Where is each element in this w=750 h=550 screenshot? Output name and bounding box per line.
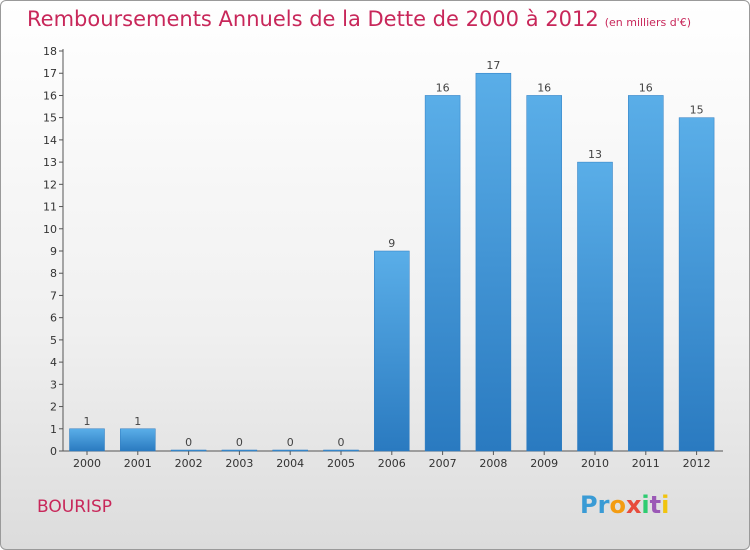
y-tick-label: 12 bbox=[43, 178, 57, 191]
proxiti-logo[interactable]: Proxiti bbox=[580, 491, 669, 519]
bar-value-label: 16 bbox=[537, 81, 551, 94]
y-tick-label: 9 bbox=[50, 245, 57, 258]
bar bbox=[526, 95, 562, 452]
x-tick-label: 2007 bbox=[429, 457, 457, 470]
logo-letter: x bbox=[625, 491, 642, 519]
bar bbox=[221, 449, 258, 452]
y-tick-label: 18 bbox=[43, 45, 57, 58]
bar bbox=[272, 449, 308, 452]
x-tick-label: 2006 bbox=[378, 457, 406, 470]
logo-letter: o bbox=[609, 491, 626, 519]
x-tick-label: 2008 bbox=[479, 457, 507, 470]
y-tick-label: 13 bbox=[43, 156, 57, 169]
bar bbox=[170, 449, 207, 452]
bar-value-label: 0 bbox=[287, 436, 294, 449]
y-tick-label: 10 bbox=[43, 223, 57, 236]
x-tick-label: 2005 bbox=[327, 457, 355, 470]
city-name: BOURISP bbox=[37, 497, 113, 517]
y-tick-label: 4 bbox=[50, 356, 57, 369]
bar bbox=[323, 449, 359, 452]
x-tick-label: 2001 bbox=[124, 457, 152, 470]
x-tick-label: 2011 bbox=[632, 457, 660, 470]
bar bbox=[577, 161, 613, 452]
bar bbox=[69, 428, 105, 452]
y-tick-label: 2 bbox=[50, 401, 57, 414]
bar-value-label: 13 bbox=[588, 148, 602, 161]
x-tick-label: 2004 bbox=[276, 457, 304, 470]
unit-label: (en milliers d'€) bbox=[604, 16, 691, 29]
bar bbox=[424, 95, 461, 452]
x-tick-label: 2009 bbox=[530, 457, 558, 470]
bar-value-label: 1 bbox=[134, 415, 141, 428]
x-tick-label: 2010 bbox=[581, 457, 609, 470]
x-tick-label: 2012 bbox=[683, 457, 711, 470]
bar-value-label: 0 bbox=[185, 436, 192, 449]
logo-letter: i bbox=[661, 491, 670, 519]
chart-title: Remboursements Annuels de la Dette de 20… bbox=[27, 7, 691, 31]
logo-letter: t bbox=[649, 491, 662, 519]
title-text: Remboursements Annuels de la Dette de 20… bbox=[27, 7, 599, 31]
y-tick-label: 6 bbox=[50, 312, 57, 325]
x-tick-label: 2002 bbox=[175, 457, 203, 470]
y-tick-label: 17 bbox=[43, 67, 57, 80]
x-tick-label: 2000 bbox=[73, 457, 101, 470]
y-tick-label: 16 bbox=[43, 89, 57, 102]
bar bbox=[628, 95, 664, 452]
y-tick-label: 15 bbox=[43, 112, 57, 125]
x-tick-label: 2003 bbox=[225, 457, 253, 470]
bar-value-label: 17 bbox=[486, 59, 500, 72]
y-tick-label: 1 bbox=[50, 423, 57, 436]
y-tick-label: 11 bbox=[43, 201, 57, 214]
bar bbox=[374, 250, 410, 452]
y-tick-label: 3 bbox=[50, 378, 57, 391]
bar bbox=[475, 72, 512, 452]
bar-value-label: 16 bbox=[436, 81, 450, 94]
logo-letter: P bbox=[580, 491, 598, 519]
logo-letter: r bbox=[597, 491, 610, 519]
bar-value-label: 15 bbox=[690, 104, 704, 117]
y-tick-label: 5 bbox=[50, 334, 57, 347]
bar-value-label: 0 bbox=[338, 436, 345, 449]
bar-value-label: 0 bbox=[236, 436, 243, 449]
y-tick-label: 7 bbox=[50, 289, 57, 302]
y-tick-label: 14 bbox=[43, 134, 57, 147]
bar bbox=[120, 428, 156, 452]
bar-value-label: 1 bbox=[84, 415, 91, 428]
y-tick-label: 0 bbox=[50, 445, 57, 458]
logo-letter: i bbox=[641, 491, 650, 519]
bar-value-label: 16 bbox=[639, 81, 653, 94]
y-tick-label: 8 bbox=[50, 267, 57, 280]
bar bbox=[678, 117, 715, 452]
bar-value-label: 9 bbox=[388, 237, 395, 250]
bars: 1 1 0 0 0 0 9 16 17 16 13 16 15 bbox=[69, 59, 715, 452]
